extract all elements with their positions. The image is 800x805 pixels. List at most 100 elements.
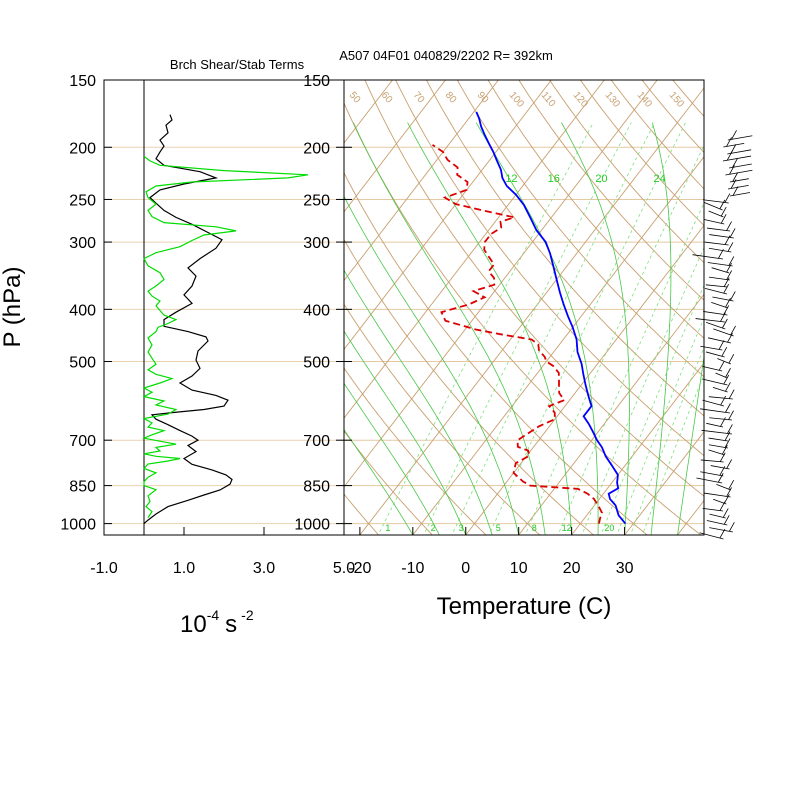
- wind-barb-staff: [709, 235, 734, 238]
- isotherm: [0, 64, 299, 537]
- x-tick-label: 1.0: [173, 560, 195, 577]
- isotherm: [146, 64, 510, 537]
- y-tick-label: 250: [69, 192, 96, 209]
- isotherm: [305, 64, 669, 537]
- left-series-line: [144, 156, 308, 517]
- y-tick-label: 150: [303, 73, 330, 90]
- wind-barb-feather: [723, 508, 728, 517]
- wind-barb-feather: [719, 361, 724, 370]
- mixing-ratio-line: [557, 123, 742, 538]
- skewt-panel-frame: [344, 80, 704, 535]
- y-tick-label: 500: [303, 355, 330, 372]
- isotherm: [411, 64, 775, 537]
- left-x-axis-label: 10-4 s-2: [180, 607, 254, 638]
- y-tick-label: 400: [303, 302, 330, 319]
- x-tick-label: 20: [563, 560, 581, 577]
- mixing-ratio-bottom-label: 8: [532, 523, 537, 533]
- y-tick-label: 1000: [294, 517, 330, 534]
- dry-adiabat-label: 120: [571, 90, 590, 110]
- x-tick-label: -10: [401, 560, 424, 577]
- dry-adiabat: [509, 64, 800, 537]
- dry-adiabat: [569, 64, 800, 537]
- y-tick-label: 850: [69, 479, 96, 496]
- skewt-title: A507 04F01 040829/2202 R= 392km: [339, 48, 553, 63]
- isotherm: [41, 64, 405, 537]
- mixing-ratio-bottom-label: 12: [562, 523, 572, 533]
- mixing-ratio-top-label: 20: [595, 173, 607, 185]
- dry-adiabat: [116, 64, 326, 537]
- wind-barb-feather: [722, 347, 727, 356]
- dry-adiabat-label: 80: [443, 90, 459, 106]
- wind-barb-feather: [722, 319, 727, 328]
- x-label-exp1: -4: [207, 607, 220, 623]
- wind-barb-feather: [721, 396, 726, 405]
- y-tick-label: 1000: [60, 517, 96, 534]
- y-tick-label: 500: [69, 355, 96, 372]
- wind-barb-feather: [731, 179, 736, 188]
- moist-adiabat: [310, 123, 519, 535]
- mixing-ratio-line: [616, 123, 790, 538]
- y-tick-label: 700: [69, 433, 96, 450]
- x-tick-label: -1.0: [90, 560, 118, 577]
- left-panel-title: Brch Shear/Stab Terms: [170, 57, 305, 72]
- wind-barb-feather: [718, 473, 723, 482]
- dry-adiabat-label: 130: [603, 90, 622, 110]
- wind-barb-feather: [727, 151, 732, 160]
- dry-adiabat: [690, 64, 800, 537]
- isotherm: [623, 64, 800, 537]
- moist-adiabat: [678, 123, 727, 535]
- wind-barb-feather: [725, 403, 730, 412]
- moist-adiabat: [476, 123, 598, 535]
- dry-adiabat: [750, 64, 800, 537]
- dry-adiabat: [358, 64, 758, 537]
- mixing-ratio-bottom-label: 5: [496, 523, 501, 533]
- isotherm: [0, 64, 352, 537]
- skewt-background-lines: 1216202428321235812205060708090100110120…: [0, 64, 800, 537]
- dry-adiabat: [479, 64, 800, 537]
- mixing-ratio-bottom-label: 3: [459, 523, 464, 533]
- dry-adiabat: [388, 64, 800, 537]
- dry-adiabat-label: 50: [347, 90, 363, 106]
- wind-barb-feather: [727, 222, 732, 231]
- wind-barb-feather: [729, 522, 734, 531]
- left-y-axis-label: P (hPa): [0, 267, 26, 348]
- wind-barb-feather: [729, 165, 734, 174]
- x-tick-label: 30: [616, 560, 634, 577]
- mixing-ratio-top-label: 24: [654, 173, 666, 185]
- x-label-exp2: -2: [241, 607, 254, 623]
- wind-barb-feather: [725, 194, 730, 203]
- x-label-unit: s: [225, 611, 237, 638]
- wind-barb-staff: [711, 466, 730, 469]
- isotherm: [570, 64, 800, 537]
- wind-barb-feather: [732, 158, 737, 167]
- mixing-ratio-top-label: 12: [505, 173, 517, 185]
- wind-barb-feather: [725, 382, 730, 391]
- isotherm: [729, 64, 800, 537]
- wind-barb-feather: [720, 200, 725, 209]
- wind-barb-feather: [727, 137, 732, 146]
- wind-barb-feather: [729, 411, 734, 420]
- isotherm: [782, 64, 800, 537]
- y-tick-label: 700: [303, 433, 330, 450]
- moist-adiabat: [274, 123, 492, 535]
- dry-adiabat: [147, 64, 381, 537]
- wind-barb-feather: [724, 515, 729, 524]
- y-tick-label: 200: [69, 140, 96, 157]
- left-series: [144, 115, 308, 524]
- y-tick-label: 300: [303, 235, 330, 252]
- y-tick-label: 200: [303, 140, 330, 157]
- wind-barb-feather: [719, 340, 724, 349]
- dry-adiabat: [207, 64, 488, 537]
- moist-adiabat: [218, 123, 439, 535]
- y-tick-label: 250: [303, 192, 330, 209]
- wind-barb-feather: [727, 459, 732, 468]
- x-label-base: 10: [180, 611, 207, 638]
- isotherm: [0, 64, 193, 537]
- dry-adiabat-label: 140: [635, 90, 654, 110]
- x-tick-label: 3.0: [253, 560, 275, 577]
- wind-barb-feather: [718, 249, 723, 258]
- wind-barb-feather: [732, 130, 737, 139]
- mixing-ratio-top-label: 16: [548, 173, 560, 185]
